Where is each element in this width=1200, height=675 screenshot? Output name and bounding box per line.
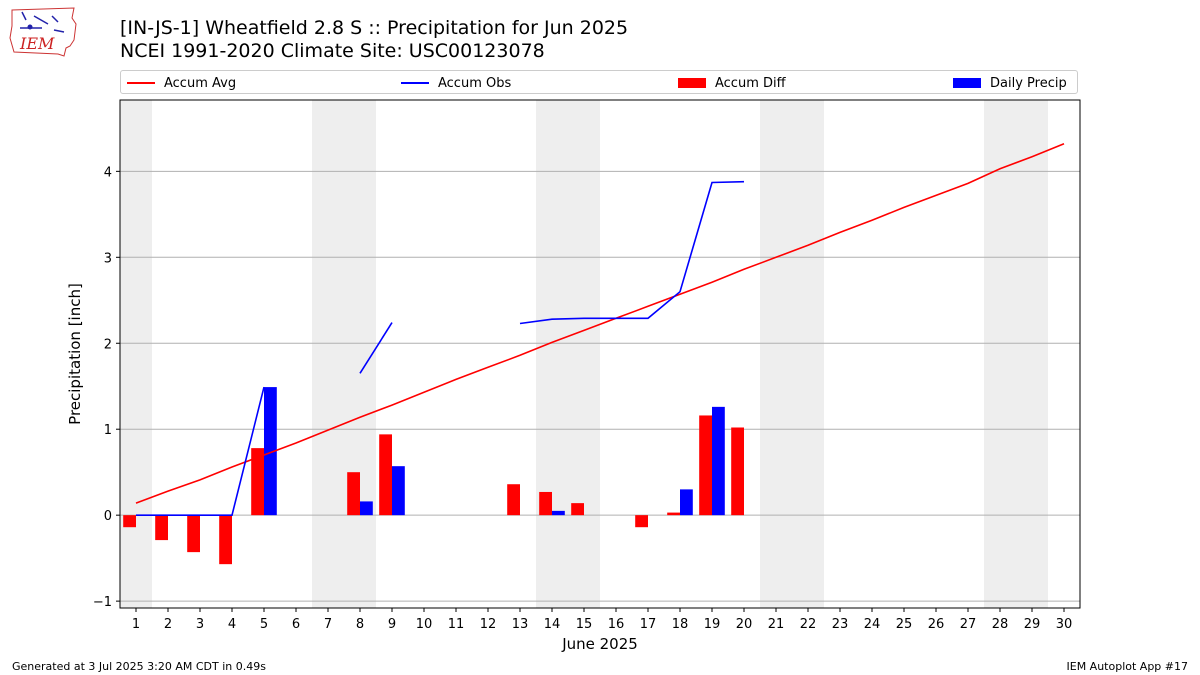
line-accum-obs-segment-3 — [519, 180, 745, 325]
bar-daily-precip-day-18 — [680, 489, 693, 516]
x-tick-label-10: 10 — [416, 617, 433, 632]
footer-generated: Generated at 3 Jul 2025 3:20 AM CDT in 0… — [12, 660, 266, 673]
legend-item-accum-diff: Accum Diff — [678, 74, 786, 92]
x-tick-label-2: 2 — [164, 617, 172, 632]
legend-swatch-accum-diff — [678, 78, 706, 88]
footer-app: IEM Autoplot App #17 — [1066, 660, 1189, 673]
bar-accum-diff-day-9 — [379, 434, 392, 516]
x-tick-label-21: 21 — [768, 617, 785, 632]
weekend-shade-day-29 — [1016, 100, 1048, 608]
x-tick-label-6: 6 — [292, 617, 300, 632]
legend-item-daily-precip: Daily Precip — [953, 74, 1067, 92]
y-tick-label--1: −1 — [93, 595, 112, 610]
x-tick-label-27: 27 — [960, 617, 977, 632]
chart-subtitle: NCEI 1991-2020 Climate Site: USC00123078 — [120, 40, 545, 62]
bar-accum-diff-day-18 — [667, 512, 680, 516]
bar-accum-diff-day-2 — [155, 515, 168, 541]
legend-swatch-accum-obs — [401, 82, 429, 84]
x-tick-label-13: 13 — [512, 617, 529, 632]
bar-accum-diff-day-1 — [123, 515, 136, 528]
bars — [123, 387, 744, 565]
weekend-shade-day-7 — [312, 100, 344, 608]
weekend-shade-day-21 — [760, 100, 792, 608]
weekend-shade-day-1 — [120, 100, 152, 608]
x-tick-label-7: 7 — [324, 617, 332, 632]
bar-accum-diff-day-19 — [699, 415, 712, 516]
x-tick-label-19: 19 — [704, 617, 721, 632]
bar-accum-diff-day-14 — [539, 491, 552, 516]
plot-frame — [119, 99, 1081, 609]
x-tick-label-23: 23 — [832, 617, 849, 632]
legend-item-accum-avg: Accum Avg — [127, 74, 236, 92]
bar-daily-precip-day-9 — [392, 466, 405, 516]
bar-accum-diff-day-17 — [635, 515, 648, 528]
x-tick-label-24: 24 — [864, 617, 881, 632]
weekend-shade-day-8 — [344, 100, 376, 608]
weekend-shade-day-14 — [536, 100, 568, 608]
bar-accum-diff-day-4 — [219, 515, 232, 565]
x-tick-label-26: 26 — [928, 617, 945, 632]
bar-accum-diff-day-20 — [731, 427, 744, 516]
legend-swatch-daily-precip — [953, 78, 981, 88]
y-axis-label: Precipitation [inch] — [66, 283, 84, 425]
x-axis-label: June 2025 — [561, 635, 638, 653]
line-accum-obs-segment-2 — [359, 322, 393, 374]
x-tick-label-9: 9 — [388, 617, 396, 632]
bar-daily-precip-day-8 — [360, 501, 373, 516]
x-tick-label-1: 1 — [132, 617, 140, 632]
weekend-shading — [120, 100, 1048, 608]
x-tick-label-28: 28 — [992, 617, 1009, 632]
legend-swatch-accum-avg — [127, 82, 155, 84]
bar-accum-diff-day-8 — [347, 472, 360, 516]
bar-daily-precip-day-5 — [264, 387, 277, 516]
y-tick-label-4: 4 — [104, 165, 112, 180]
x-tick-label-8: 8 — [356, 617, 364, 632]
x-tick-label-11: 11 — [448, 617, 465, 632]
legend-item-accum-obs: Accum Obs — [401, 74, 511, 92]
bar-daily-precip-day-14 — [552, 510, 565, 516]
line-accum-obs-segment-1 — [136, 386, 265, 517]
x-tick-label-3: 3 — [196, 617, 204, 632]
logo-text: IEM — [19, 34, 55, 53]
bar-daily-precip-day-19 — [712, 406, 725, 516]
x-tick-label-30: 30 — [1056, 617, 1073, 632]
x-tick-label-18: 18 — [672, 617, 689, 632]
bar-accum-diff-day-5 — [251, 448, 264, 516]
line-accum-avg-segment-1 — [135, 143, 1065, 504]
weekend-shade-day-22 — [792, 100, 824, 608]
x-tick-label-16: 16 — [608, 617, 625, 632]
legend-label-accum-avg: Accum Avg — [164, 75, 237, 91]
iem-logo: IEM — [9, 7, 77, 57]
legend-label-daily-precip: Daily Precip — [990, 75, 1067, 91]
legend-label-accum-diff: Accum Diff — [715, 75, 786, 91]
chart-title: [IN-JS-1] Wheatfield 2.8 S :: Precipitat… — [120, 17, 629, 39]
x-tick-label-20: 20 — [736, 617, 753, 632]
y-tick-label-3: 3 — [104, 251, 112, 266]
y-tick-label-1: 1 — [104, 423, 112, 438]
legend-label-accum-obs: Accum Obs — [438, 75, 512, 91]
weekend-shade-day-28 — [984, 100, 1016, 608]
gridlines — [120, 170, 1080, 602]
lines — [135, 143, 1065, 517]
x-tick-label-5: 5 — [260, 617, 268, 632]
y-tick-label-0: 0 — [104, 509, 112, 524]
x-tick-label-15: 15 — [576, 617, 593, 632]
legend: Accum Avg Accum Obs Accum Diff Daily Pre… — [120, 70, 1078, 94]
x-tick-label-12: 12 — [480, 617, 497, 632]
x-tick-label-29: 29 — [1024, 617, 1041, 632]
x-tick-label-17: 17 — [640, 617, 657, 632]
x-tick-label-14: 14 — [544, 617, 561, 632]
y-tick-label-2: 2 — [104, 337, 112, 352]
x-tick-label-25: 25 — [896, 617, 913, 632]
bar-accum-diff-day-15 — [571, 503, 584, 516]
x-tick-label-22: 22 — [800, 617, 817, 632]
x-tick-label-4: 4 — [228, 617, 236, 632]
weekend-shade-day-15 — [568, 100, 600, 608]
bar-accum-diff-day-13 — [507, 484, 520, 516]
bar-accum-diff-day-3 — [187, 515, 200, 553]
